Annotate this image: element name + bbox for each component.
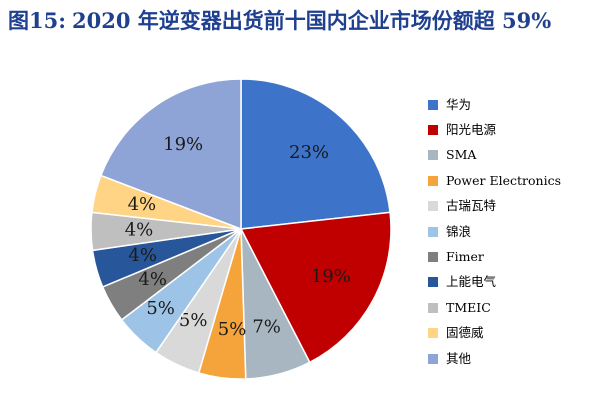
legend-label: SMA [446, 147, 477, 163]
legend-label: 华为 [446, 96, 472, 112]
legend-item: 阳光电源 [428, 117, 593, 142]
legend-label: Fimer [446, 249, 484, 265]
legend-item: 固德威 [428, 321, 593, 346]
slice-data-label: 23% [289, 142, 329, 163]
legend-item: 锦浪 [428, 219, 593, 244]
figure-title: 图15: 2020 年逆变器出货前十国内企业市场份额超 59% [8, 6, 593, 36]
figure-number: 图15: [8, 8, 66, 33]
legend-swatch [428, 226, 438, 237]
slice-data-label: 5% [179, 310, 208, 331]
legend-item: 其他 [428, 346, 593, 371]
pie-slice-0 [240, 78, 391, 230]
legend-swatch [428, 201, 438, 212]
legend-label: 古瑞瓦特 [446, 198, 497, 214]
legend-label: 其他 [446, 350, 472, 366]
slice-data-label: 4% [138, 269, 167, 290]
slice-data-label: 5% [218, 319, 247, 340]
pie-slice-10 [99, 78, 242, 231]
legend-item: 华为 [428, 92, 593, 117]
slice-data-label: 4% [128, 194, 157, 215]
legend-swatch [428, 175, 438, 186]
slice-data-label: 4% [128, 245, 157, 266]
legend-item: Fimer [428, 244, 593, 269]
slice-data-label: 5% [146, 298, 175, 319]
legend-swatch [428, 353, 438, 364]
slice-data-label: 7% [252, 317, 281, 338]
legend-item: Power Electronics [428, 168, 593, 193]
legend-swatch [428, 252, 438, 263]
legend-swatch [428, 302, 438, 313]
figure-title-text: 2020 年逆变器出货前十国内企业市场份额超 59% [71, 8, 552, 33]
slice-data-label: 19% [163, 134, 203, 155]
slice-data-label: 4% [125, 220, 154, 241]
legend-item: SMA [428, 143, 593, 168]
legend-label: Power Electronics [446, 172, 561, 188]
legend-label: 锦浪 [446, 223, 472, 239]
legend-swatch [428, 150, 438, 161]
legend-item: 上能电气 [428, 270, 593, 295]
chart-legend: 华为阳光电源 SMA Power Electronics 古瑞瓦特锦浪 Fimer 上能电… [428, 92, 593, 371]
legend-label: 阳光电源 [446, 122, 497, 138]
legend-item: TMEIC [428, 295, 593, 320]
legend-swatch [428, 277, 438, 288]
legend-label: 固德威 [446, 325, 484, 341]
legend-item: 古瑞瓦特 [428, 194, 593, 219]
pie-slice-1 [239, 211, 392, 364]
legend-swatch [428, 328, 438, 339]
legend-label: 上能电气 [446, 274, 497, 290]
legend-swatch [428, 125, 438, 136]
slice-data-label: 19% [311, 266, 351, 287]
legend-swatch [428, 99, 438, 110]
legend-label: TMEIC [446, 299, 491, 315]
